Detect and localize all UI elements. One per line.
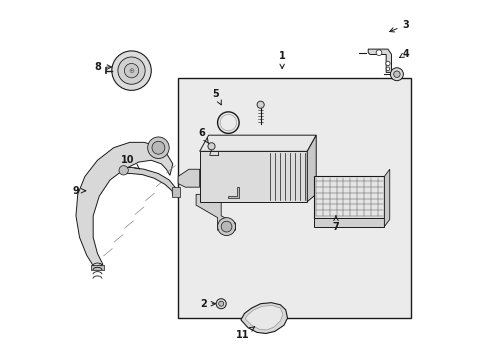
Circle shape [124,63,139,78]
Polygon shape [306,135,316,202]
Text: 3: 3 [389,20,408,32]
Polygon shape [121,167,176,196]
Polygon shape [178,169,199,187]
Circle shape [257,101,264,108]
Text: 5: 5 [212,89,221,105]
Circle shape [118,57,145,84]
Text: 11: 11 [236,327,254,340]
Text: 7: 7 [332,216,339,231]
Circle shape [147,137,169,158]
Text: 10: 10 [121,155,140,169]
Polygon shape [199,135,316,151]
Polygon shape [244,306,282,330]
Polygon shape [199,151,306,202]
Text: 1: 1 [278,51,285,68]
Circle shape [216,299,226,309]
Polygon shape [91,265,104,270]
Circle shape [375,50,381,55]
Text: 6: 6 [198,129,208,143]
Text: 2: 2 [200,299,215,309]
Bar [172,187,180,197]
Circle shape [112,51,151,90]
Polygon shape [76,142,172,270]
Circle shape [217,218,235,235]
Circle shape [207,143,215,150]
Text: 8: 8 [94,62,111,72]
Polygon shape [367,49,391,72]
Bar [314,176,384,218]
Text: ⊕: ⊕ [128,68,134,74]
Circle shape [119,166,128,175]
Circle shape [152,141,164,154]
Text: 9: 9 [72,186,85,196]
Polygon shape [384,169,389,226]
Circle shape [221,221,231,232]
Bar [178,78,410,318]
Bar [314,218,384,226]
Circle shape [385,61,389,66]
Polygon shape [196,194,235,230]
Circle shape [393,71,399,77]
Polygon shape [228,187,239,198]
Circle shape [389,68,403,81]
Text: 4: 4 [399,49,408,59]
Polygon shape [241,303,287,333]
Circle shape [218,301,223,306]
Circle shape [386,67,389,71]
